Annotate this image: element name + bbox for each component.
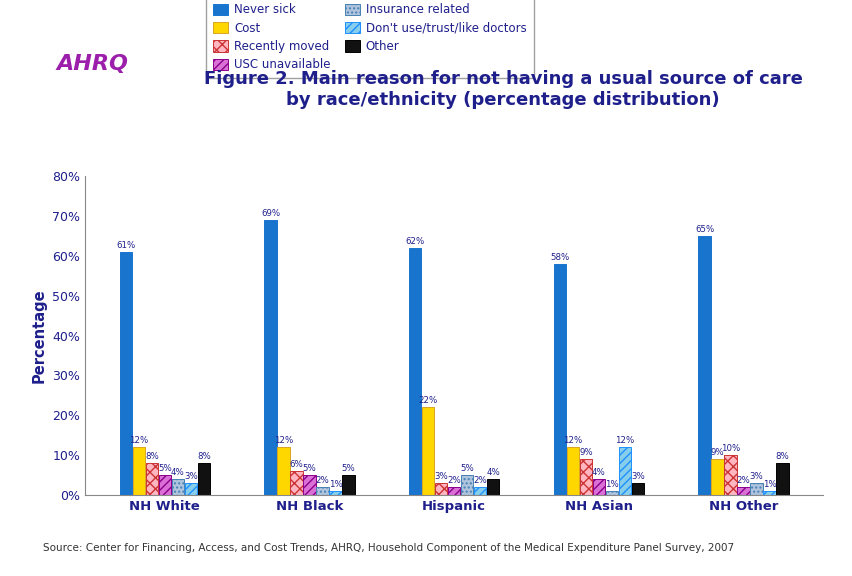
Bar — [264, 219, 276, 495]
Text: Figure 2. Main reason for not having a usual source of care
by race/ethnicity (p: Figure 2. Main reason for not having a u… — [204, 70, 802, 109]
Bar — [631, 483, 643, 495]
Text: 1%: 1% — [604, 480, 618, 490]
Text: 2%: 2% — [446, 476, 461, 486]
Bar — [592, 479, 604, 495]
Bar — [553, 264, 566, 495]
Text: 5%: 5% — [342, 464, 355, 473]
Bar — [486, 479, 499, 495]
Text: 1%: 1% — [762, 480, 775, 490]
Text: 8%: 8% — [774, 452, 789, 461]
Bar — [711, 460, 722, 495]
Text: 6%: 6% — [290, 460, 303, 469]
Text: 5%: 5% — [460, 464, 474, 473]
Text: 58%: 58% — [550, 253, 569, 262]
Bar — [736, 487, 749, 495]
Text: 2%: 2% — [473, 476, 486, 486]
Text: 22%: 22% — [418, 396, 437, 406]
Text: 5%: 5% — [158, 464, 171, 473]
Text: 8%: 8% — [197, 452, 210, 461]
Text: 4%: 4% — [591, 468, 605, 478]
Bar — [566, 448, 579, 495]
Legend: Never sick, Cost, Recently moved, USC unavailable, Insurance related, Don't use/: Never sick, Cost, Recently moved, USC un… — [205, 0, 533, 78]
Bar — [775, 463, 788, 495]
Text: 69%: 69% — [261, 209, 279, 218]
Bar — [303, 475, 315, 495]
Text: 2%: 2% — [736, 476, 750, 486]
Text: 9%: 9% — [710, 448, 723, 457]
Text: Advancing
Excellence in
Health Care: Advancing Excellence in Health Care — [65, 93, 120, 126]
Text: 4%: 4% — [170, 468, 185, 478]
Bar — [605, 491, 618, 495]
Text: 62%: 62% — [405, 237, 424, 245]
Text: 61%: 61% — [116, 241, 135, 249]
Bar — [290, 471, 302, 495]
Bar — [461, 475, 473, 495]
Text: 4%: 4% — [486, 468, 499, 478]
Text: 10%: 10% — [720, 445, 740, 453]
Bar — [474, 487, 486, 495]
Bar — [158, 475, 171, 495]
Bar — [119, 252, 132, 495]
Text: 5%: 5% — [302, 464, 316, 473]
Text: 12%: 12% — [129, 437, 148, 445]
Text: 1%: 1% — [328, 480, 342, 490]
Text: 3%: 3% — [184, 472, 198, 482]
Bar — [579, 460, 591, 495]
Text: 2%: 2% — [315, 476, 329, 486]
Bar — [618, 448, 630, 495]
Bar — [277, 448, 290, 495]
Bar — [698, 236, 710, 495]
Bar — [723, 456, 736, 495]
Bar — [435, 483, 446, 495]
Text: AHRQ: AHRQ — [56, 54, 128, 74]
Text: 12%: 12% — [562, 437, 582, 445]
Text: 3%: 3% — [434, 472, 447, 482]
Bar — [198, 463, 210, 495]
Bar — [342, 475, 354, 495]
Bar — [750, 483, 762, 495]
Bar — [408, 248, 421, 495]
Y-axis label: Percentage: Percentage — [32, 288, 47, 383]
Bar — [146, 463, 158, 495]
Bar — [763, 491, 774, 495]
Bar — [171, 479, 184, 495]
Text: 12%: 12% — [614, 437, 634, 445]
Bar — [422, 407, 434, 495]
Text: 9%: 9% — [579, 448, 592, 457]
Bar — [133, 448, 145, 495]
Bar — [185, 483, 197, 495]
Text: 3%: 3% — [749, 472, 763, 482]
Bar — [329, 491, 342, 495]
Text: 3%: 3% — [630, 472, 644, 482]
Text: 65%: 65% — [694, 225, 713, 234]
Bar — [447, 487, 460, 495]
Text: Source: Center for Financing, Access, and Cost Trends, AHRQ, Household Component: Source: Center for Financing, Access, an… — [43, 543, 733, 553]
Text: 12%: 12% — [273, 437, 293, 445]
Text: 8%: 8% — [145, 452, 158, 461]
Bar — [316, 487, 328, 495]
